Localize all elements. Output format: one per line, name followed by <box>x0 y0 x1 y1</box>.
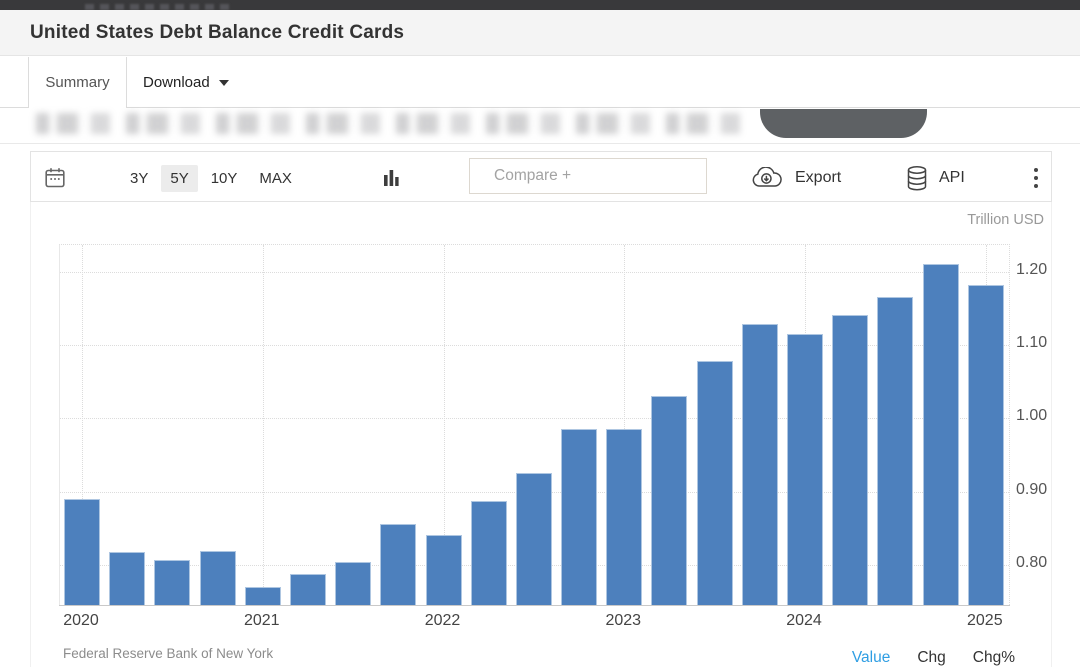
v-gridline <box>82 245 84 605</box>
bar-2021-Q3[interactable] <box>335 561 372 605</box>
blurred-content-remnant <box>36 113 742 134</box>
range-button-5y[interactable]: 5Y <box>161 164 198 192</box>
section-divider <box>0 143 1080 144</box>
bar-2020-Q3[interactable] <box>154 559 191 605</box>
cloud-download-icon <box>752 167 782 187</box>
h-gridline <box>60 272 1009 274</box>
browser-navbar-sliver <box>0 0 1080 10</box>
tab-download-label: Download <box>143 74 210 91</box>
bar-2025-Q1[interactable] <box>967 285 1004 605</box>
x-tick-label: 2025 <box>967 612 1003 629</box>
chart-toolbar: 3Y 5Y 10Y MAX Export API <box>30 151 1052 202</box>
bar-2022-Q1[interactable] <box>425 534 462 605</box>
plot-area <box>59 244 1010 606</box>
bar-2024-Q1[interactable] <box>787 334 824 605</box>
v-gridline <box>443 245 446 605</box>
page-title: United States Debt Balance Credit Cards <box>30 22 405 43</box>
bar-2021-Q4[interactable] <box>380 523 417 605</box>
export-button[interactable]: Export <box>751 164 841 192</box>
bar-2020-Q2[interactable] <box>109 552 146 605</box>
kebab-menu-button[interactable] <box>1027 164 1045 192</box>
chart-type-button[interactable] <box>379 165 403 191</box>
dark-tooltip-remnant <box>760 109 927 138</box>
y-tick-label: 1.20 <box>1016 261 1048 279</box>
bar-2020-Q4[interactable] <box>199 550 236 605</box>
source-attribution: Federal Reserve Bank of New York <box>63 646 274 661</box>
range-button-10y[interactable]: 10Y <box>210 169 238 187</box>
x-tick-label: 2020 <box>63 612 99 629</box>
chg-link[interactable]: Chg <box>917 649 946 666</box>
bar-2024-Q4[interactable] <box>922 264 959 605</box>
calendar-icon <box>45 168 65 188</box>
bar-2022-Q4[interactable] <box>561 428 598 605</box>
chart-card: Trillion USD 0.80 0.90 1.00 1.10 1.20 2020 20… <box>30 202 1052 667</box>
x-tick-label: 2022 <box>424 612 461 629</box>
bar-2022-Q2[interactable] <box>470 501 507 605</box>
bar-2023-Q3[interactable] <box>696 360 733 605</box>
v-gridline <box>262 245 265 605</box>
title-bar: United States Debt Balance Credit Cards <box>0 10 1080 56</box>
y-tick-label: 0.90 <box>1016 480 1048 498</box>
column-chart-icon <box>383 170 399 186</box>
unit-label: Trillion USD <box>967 212 1044 228</box>
y-tick-label: 1.10 <box>1016 334 1048 352</box>
export-label: Export <box>795 169 842 186</box>
x-axis-line <box>59 605 1010 606</box>
database-icon <box>907 165 927 190</box>
range-selector: 3Y 5Y 10Y MAX <box>121 163 301 193</box>
api-label: API <box>939 169 965 186</box>
tab-summary-label: Summary <box>45 74 110 91</box>
bar-2024-Q3[interactable] <box>877 296 914 605</box>
tabbar-border-left <box>0 107 28 108</box>
value-link[interactable]: Value <box>851 649 891 666</box>
x-tick-label: 2021 <box>243 612 280 629</box>
range-button-max[interactable]: MAX <box>259 169 292 187</box>
chevron-down-icon <box>218 79 229 86</box>
y-tick-label: 0.80 <box>1016 553 1048 571</box>
bar-2024-Q2[interactable] <box>832 314 869 605</box>
calendar-button[interactable] <box>42 165 68 191</box>
compare-input[interactable] <box>469 158 707 194</box>
tabbar-border-right <box>127 107 1080 108</box>
y-tick-label: 1.00 <box>1016 407 1048 425</box>
bar-2023-Q1[interactable] <box>606 428 643 605</box>
tab-download[interactable]: Download <box>143 57 229 108</box>
h-gridline <box>60 418 1009 420</box>
bar-2020-Q1[interactable] <box>64 498 100 605</box>
tab-summary[interactable]: Summary <box>28 57 127 108</box>
bar-2021-Q1[interactable] <box>244 586 281 605</box>
kebab-menu-icon <box>1034 168 1038 188</box>
range-button-3y[interactable]: 3Y <box>130 169 149 187</box>
tab-bar: Summary Download <box>0 57 1080 108</box>
h-gridline <box>60 345 1009 347</box>
bar-2021-Q2[interactable] <box>289 574 326 605</box>
api-button[interactable]: API <box>906 163 965 193</box>
bar-2023-Q2[interactable] <box>651 395 688 605</box>
bar-2022-Q3[interactable] <box>515 473 552 605</box>
footer-links: Value Chg Chg% <box>852 649 1015 667</box>
x-tick-label: 2023 <box>605 612 642 629</box>
v-gridline <box>624 245 626 605</box>
navbar-logo-fragment <box>85 4 230 10</box>
chg-pct-link[interactable]: Chg% <box>972 649 1015 666</box>
x-tick-label: 2024 <box>786 612 822 629</box>
bar-2023-Q4[interactable] <box>741 324 778 605</box>
